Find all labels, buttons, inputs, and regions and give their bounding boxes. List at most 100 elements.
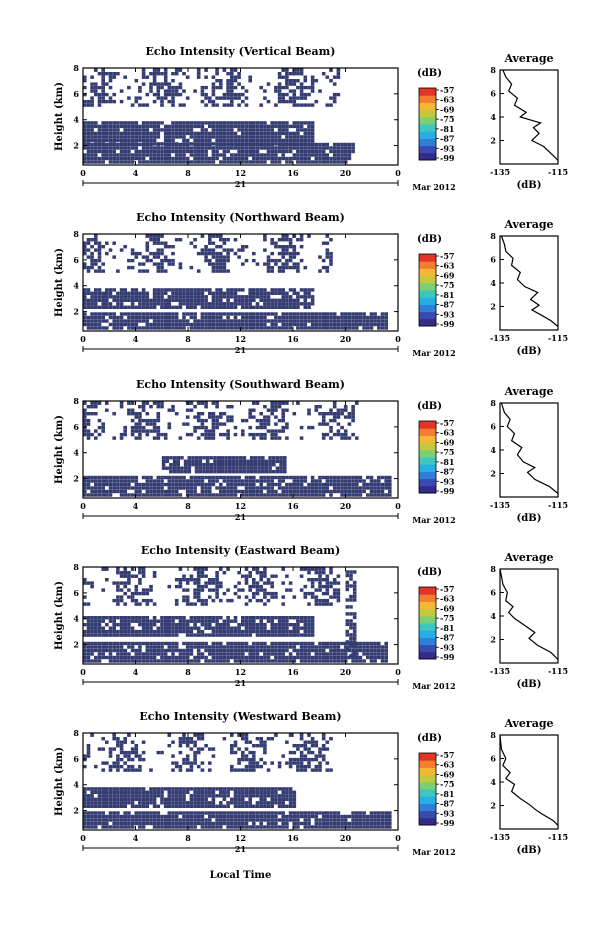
echo-cell [149, 476, 153, 479]
echo-cell [256, 811, 260, 814]
echo-cell [116, 649, 120, 652]
echo-cell [87, 139, 91, 142]
echo-cell [157, 652, 161, 655]
echo-cell [296, 486, 300, 489]
echo-cell [190, 602, 194, 605]
echo-cell [241, 588, 245, 591]
echo-cell [160, 86, 164, 89]
echo-cell [256, 139, 260, 142]
echo-cell [384, 326, 388, 329]
echo-cell [226, 295, 230, 298]
echo-cell [217, 463, 221, 466]
echo-cell [193, 135, 197, 138]
echo-cell [329, 150, 333, 153]
echo-cell [149, 82, 153, 85]
echo-cell [241, 150, 245, 153]
echo-cell [116, 143, 120, 146]
echo-cell [304, 146, 308, 149]
echo-cell [307, 645, 311, 648]
echo-cell [123, 616, 127, 619]
echo-cell [337, 476, 341, 479]
echo-cell [281, 238, 285, 241]
echo-cell [157, 787, 161, 790]
echo-cell [142, 160, 146, 163]
echo-cell [142, 69, 146, 72]
echo-cell [326, 160, 330, 163]
echo-cell [127, 642, 131, 645]
echo-cell [278, 825, 282, 828]
average-y-tick-label: 4 [490, 445, 496, 455]
echo-cell [241, 490, 245, 493]
echo-cell [256, 312, 260, 315]
echo-cell [259, 419, 263, 422]
echo-cell [120, 818, 124, 821]
echo-cell [304, 627, 308, 630]
echo-cell [234, 585, 238, 588]
echo-cell [120, 319, 124, 322]
echo-cell [197, 319, 201, 322]
echo-cell [384, 486, 388, 489]
echo-cell [153, 791, 157, 794]
echo-cell [94, 242, 98, 245]
echo-cell [333, 433, 337, 436]
echo-cell [278, 146, 282, 149]
echo-cell [153, 72, 157, 75]
echo-cell [87, 493, 91, 496]
echo-cell [197, 252, 201, 255]
echo-cell [289, 142, 293, 145]
echo-cell [245, 146, 249, 149]
echo-cell [348, 326, 352, 329]
echo-cell [101, 319, 105, 322]
echo-cell [223, 259, 227, 262]
echo-cell [230, 642, 234, 645]
echo-cell [270, 483, 274, 486]
echo-cell [131, 323, 135, 326]
echo-cell [116, 815, 120, 818]
echo-cell [315, 815, 319, 818]
echo-cell [315, 490, 319, 493]
echo-cell [87, 128, 91, 131]
echo-cell [344, 319, 348, 322]
echo-cell [333, 811, 337, 814]
echo-cell [212, 242, 216, 245]
echo-cell [346, 619, 350, 622]
echo-cell [248, 316, 252, 319]
echo-cell [307, 86, 311, 89]
echo-cell [281, 93, 285, 96]
echo-cell [116, 822, 120, 825]
echo-cell [120, 100, 124, 103]
echo-cell [237, 811, 241, 814]
echo-cell [259, 578, 263, 581]
echo-cell [274, 415, 278, 418]
echo-cell [120, 121, 124, 124]
echo-cell [274, 312, 278, 315]
echo-cell [153, 575, 157, 578]
echo-cell [142, 319, 146, 322]
echo-cell [223, 242, 227, 245]
echo-cell [370, 312, 374, 315]
echo-cell [307, 633, 311, 636]
echo-cell [87, 825, 91, 828]
echo-cell [116, 302, 120, 305]
echo-cell [256, 581, 260, 584]
echo-cell [212, 142, 216, 145]
echo-cell [373, 493, 377, 496]
echo-cell [87, 627, 91, 630]
echo-cell [101, 791, 105, 794]
echo-cell [237, 312, 241, 315]
echo-cell [252, 292, 256, 295]
echo-cell [193, 659, 197, 662]
echo-cell [142, 805, 146, 808]
echo-cell [226, 292, 230, 295]
echo-cell [351, 409, 355, 412]
echo-cell [87, 805, 91, 808]
echo-cell [149, 645, 153, 648]
echo-cell [190, 323, 194, 326]
echo-cell [157, 415, 161, 418]
echo-cell [149, 630, 153, 633]
echo-cell [109, 811, 113, 814]
echo-cell [373, 642, 377, 645]
echo-cell [215, 312, 219, 315]
echo-cell [293, 306, 297, 309]
echo-cell [315, 818, 319, 821]
